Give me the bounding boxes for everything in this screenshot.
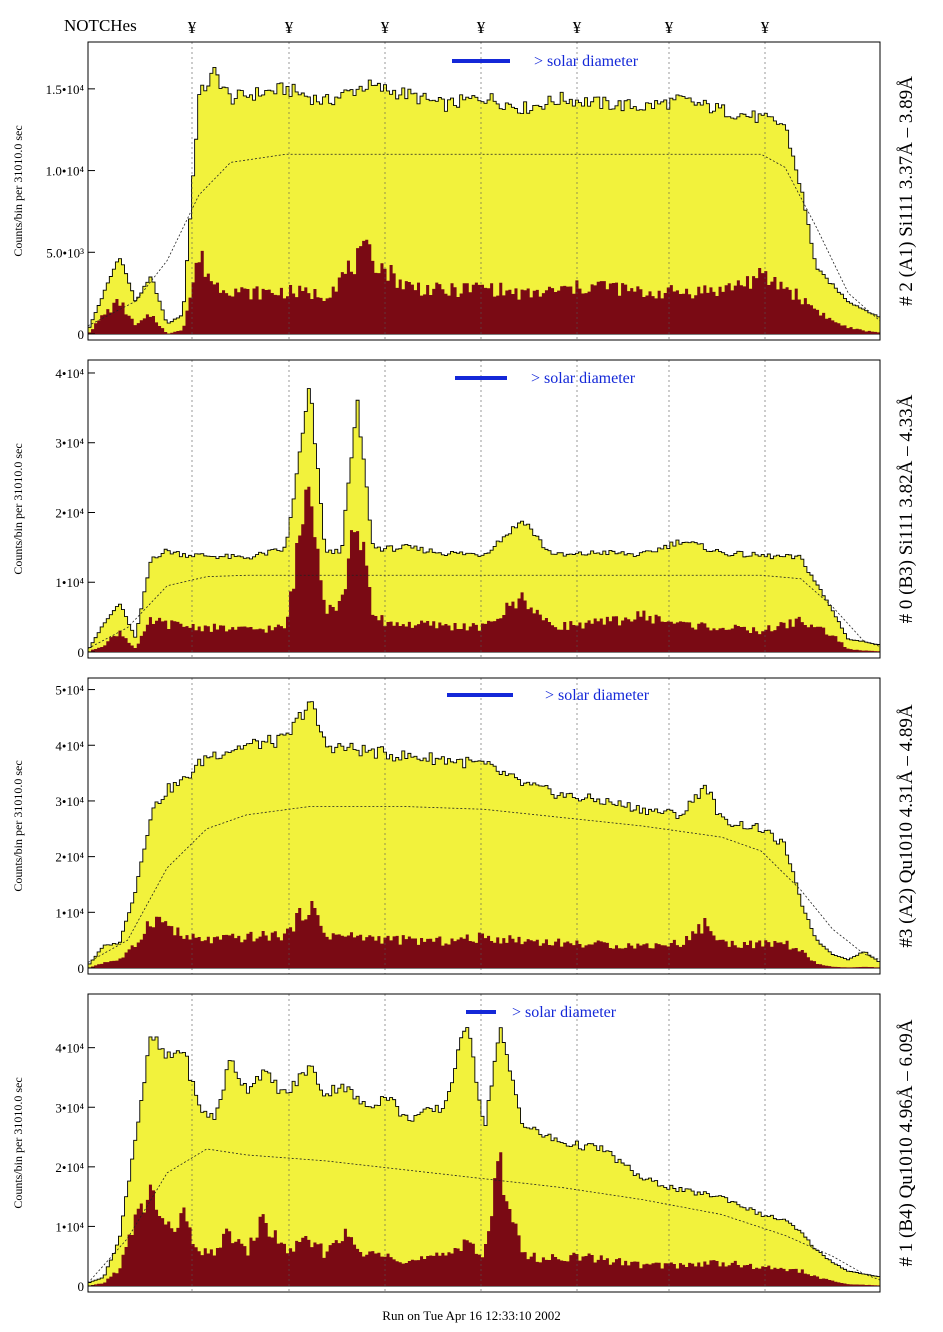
continuum-area [88, 486, 880, 652]
y-tick-label: 4•10⁴ [55, 738, 84, 753]
panel-frame [87, 993, 881, 1293]
spectrum-panel-3: 0 1•10⁴ 2•10⁴ 3•10⁴ 4•10⁴ Counts/bin per 3101… [11, 993, 917, 1294]
legend-bar [452, 59, 510, 63]
panel-frame [87, 677, 881, 975]
notch-marker: ¥ [477, 18, 486, 37]
y-tick-label: 3•10⁴ [55, 436, 84, 451]
legend-text: > solar diameter [545, 687, 650, 704]
model-curve [87, 153, 881, 327]
panel-frame [87, 359, 881, 659]
y-tick-label: 1.0•10⁴ [46, 164, 85, 179]
spectrum-panel-2: 0 1•10⁴ 2•10⁴ 3•10⁴ 4•10⁴ 5•10⁴ Counts/bin per… [11, 677, 917, 976]
y-tick-label: 0 [78, 645, 85, 660]
y-tick-label: 1•10⁴ [55, 575, 84, 590]
legend-text: > solar diameter [534, 53, 639, 70]
model-curve [87, 1148, 881, 1284]
y-axis-label: Counts/bin per 31010.0 sec [11, 443, 25, 574]
y-tick-label: 3•10⁴ [55, 1100, 84, 1115]
y-tick-label: 2•10⁴ [55, 850, 84, 865]
y-tick-label: 0 [78, 327, 85, 342]
notch-marker: ¥ [573, 18, 582, 37]
notches-label: NOTCHes [64, 16, 137, 35]
legend-bar [455, 376, 507, 380]
spectrum-panel-0: 0 5.0•10³ 1.0•10⁴ 1.5•10⁴ Counts/bin per 310… [11, 41, 917, 342]
y-axis-label: Counts/bin per 31010.0 sec [11, 125, 25, 256]
total-spectrum-area [87, 1027, 881, 1287]
spectrum-panel-1: 0 1•10⁴ 2•10⁴ 3•10⁴ 4•10⁴ Counts/bin per 3101… [11, 359, 917, 660]
panel-right-label: # 2 (A1) Si111 3.37Å – 3.89Å [896, 76, 917, 306]
notch-marker: ¥ [761, 18, 770, 37]
y-axis-label: Counts/bin per 31010.0 sec [11, 1077, 25, 1208]
legend-bar [466, 1010, 496, 1014]
notch-marker: ¥ [665, 18, 674, 37]
notch-marker: ¥ [188, 18, 197, 37]
y-tick-label: 5•10⁴ [55, 683, 84, 698]
y-tick-label: 3•10⁴ [55, 794, 84, 809]
legend-text: > solar diameter [512, 1004, 617, 1021]
y-tick-label: 1.5•10⁴ [46, 82, 85, 97]
y-tick-label: 4•10⁴ [55, 366, 84, 381]
panel-right-label: #3 (A2) Qu1010 4.31Å – 4.89Å [896, 704, 917, 948]
total-spectrum-area [87, 701, 881, 969]
y-tick-label: 1•10⁴ [55, 1219, 84, 1234]
total-spectrum-area [87, 388, 881, 653]
run-footer: Run on Tue Apr 16 12:33:10 2002 [382, 1308, 561, 1323]
total-spectrum-area [87, 66, 881, 335]
panel-frame [87, 41, 881, 341]
legend-text: > solar diameter [531, 370, 636, 387]
notch-marker: ¥ [381, 18, 390, 37]
continuum-area [88, 901, 880, 968]
y-tick-label: 5.0•10³ [46, 245, 84, 260]
model-curve [87, 806, 881, 963]
y-axis-label: Counts/bin per 31010.0 sec [11, 760, 25, 891]
notch-marker: ¥ [285, 18, 294, 37]
y-tick-label: 0 [78, 1279, 85, 1294]
continuum-area [88, 239, 880, 334]
y-tick-label: 2•10⁴ [55, 505, 84, 520]
y-tick-label: 0 [78, 961, 85, 976]
legend-bar [447, 693, 513, 697]
panel-right-label: # 0 (B3) Si111 3.82Å – 4.33Å [896, 394, 917, 623]
y-tick-label: 1•10⁴ [55, 905, 84, 920]
model-curve [87, 574, 881, 649]
continuum-area [88, 1152, 880, 1286]
y-tick-label: 2•10⁴ [55, 1160, 84, 1175]
y-tick-label: 4•10⁴ [55, 1041, 84, 1056]
panel-right-label: # 1 (B4) Qu1010 4.96Å – 6.09Å [896, 1019, 917, 1266]
